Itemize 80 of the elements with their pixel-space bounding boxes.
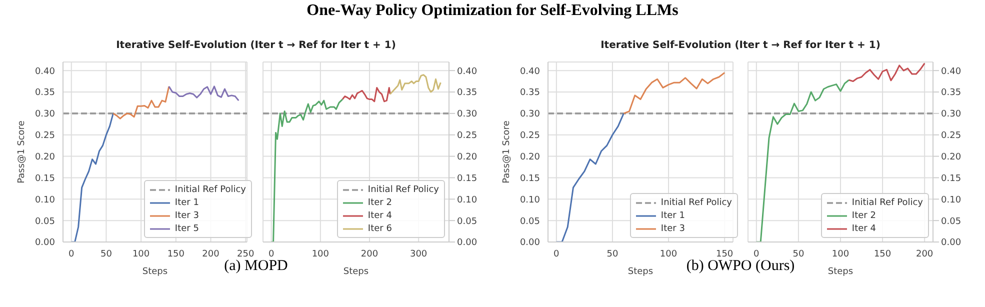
y-tick-label: 0.05 <box>520 216 540 227</box>
legend-label: Initial Ref Policy <box>660 198 732 208</box>
text: (b) OWPO (Ours) <box>686 258 795 274</box>
y2-tick-label: 0.20 <box>457 152 478 162</box>
legend-label: Iter 4 <box>852 224 876 234</box>
y-tick-label: 0.05 <box>34 216 55 227</box>
y-tick-label: 0.30 <box>34 110 56 120</box>
x-tick-label: 150 <box>167 249 185 260</box>
legend-label: Iter 6 <box>368 224 392 234</box>
x-tick-label: 0 <box>754 249 760 260</box>
legend-label: Iter 2 <box>368 198 392 208</box>
x-tick-label: 0 <box>268 249 274 260</box>
y2-tick-label: 0.00 <box>457 238 478 248</box>
legend-label: Iter 1 <box>174 198 199 208</box>
y-axis-title: Pass@1 Score <box>17 120 28 184</box>
x-tick-label: 50 <box>606 249 618 260</box>
legend-label: Iter 5 <box>174 224 199 234</box>
x-tick-label: 100 <box>132 249 150 260</box>
y2-tick-label: 0.25 <box>941 131 962 142</box>
x-tick-label: 100 <box>660 249 678 260</box>
y-tick-label: 0.15 <box>34 174 55 184</box>
text: One-Way Policy Optimization for Self-Evolving LLMs <box>306 2 680 20</box>
x-tick-label: 200 <box>360 249 378 260</box>
legend-label: Initial Ref Policy <box>852 198 923 208</box>
x-tick-label: 0 <box>68 249 74 260</box>
x-tick-label: 50 <box>792 249 804 260</box>
text: (a) MOPD <box>224 258 288 274</box>
x-axis-title: Steps <box>828 267 854 277</box>
x-tick-label: 150 <box>874 249 892 260</box>
x-axis-title: Steps <box>343 267 369 277</box>
x-tick-label: 250 <box>237 249 254 260</box>
y-tick-label: 0.00 <box>520 238 540 248</box>
y-tick-label: 0.25 <box>34 131 55 142</box>
y2-tick-label: 0.35 <box>941 88 962 98</box>
y-tick-label: 0.15 <box>520 174 540 184</box>
x-tick-label: 150 <box>716 249 734 260</box>
legend-label: Iter 2 <box>852 210 876 220</box>
legend-label: Initial Ref Policy <box>174 184 246 194</box>
y2-tick-label: 0.05 <box>941 216 962 227</box>
y2-tick-label: 0.20 <box>941 152 962 162</box>
x-tick-label: 100 <box>832 249 850 260</box>
legend-label: Iter 3 <box>174 210 199 220</box>
x-axis-title: Steps <box>628 267 654 277</box>
y2-tick-label: 0.10 <box>941 195 962 206</box>
y2-tick-label: 0.05 <box>457 216 478 227</box>
y-axis-title: Pass@1 Score <box>502 120 512 184</box>
x-tick-label: 50 <box>100 249 112 260</box>
legend-label: Iter 3 <box>660 224 685 234</box>
y-tick-label: 0.10 <box>520 195 540 206</box>
legend-label: Iter 4 <box>368 210 392 220</box>
x-tick-label: 0 <box>554 249 560 260</box>
y2-tick-label: 0.30 <box>457 110 478 120</box>
y2-tick-label: 0.25 <box>457 131 478 142</box>
x-tick-label: 100 <box>312 249 330 260</box>
y2-tick-label: 0.40 <box>457 66 478 77</box>
y2-tick-label: 0.40 <box>941 66 962 77</box>
y-tick-label: 0.20 <box>34 152 56 162</box>
y-tick-label: 0.25 <box>520 131 540 142</box>
y-tick-label: 0.00 <box>34 238 56 248</box>
y-tick-label: 0.35 <box>34 88 55 98</box>
y2-tick-label: 0.00 <box>941 238 962 248</box>
y-tick-label: 0.20 <box>520 152 540 162</box>
y-tick-label: 0.35 <box>520 88 540 98</box>
y-tick-label: 0.10 <box>34 195 56 206</box>
x-tick-label: 200 <box>202 249 220 260</box>
x-tick-label: 200 <box>916 249 934 260</box>
y2-tick-label: 0.15 <box>941 174 962 184</box>
y-tick-label: 0.30 <box>520 110 540 120</box>
chart-title: Iterative Self-Evolution (Iter t → Ref for Iter t + 1) <box>600 40 882 51</box>
y-tick-label: 0.40 <box>520 66 540 77</box>
x-tick-label: 300 <box>410 249 428 260</box>
legend-label: Initial Ref Policy <box>368 184 439 194</box>
y2-tick-label: 0.10 <box>457 195 478 206</box>
legend-label: Iter 1 <box>660 210 685 220</box>
y2-tick-label: 0.15 <box>457 174 478 184</box>
y2-tick-label: 0.30 <box>941 110 962 120</box>
x-axis-title: Steps <box>142 267 168 277</box>
y2-tick-label: 0.35 <box>457 88 478 98</box>
y-tick-label: 0.40 <box>34 66 56 77</box>
chart-title: Iterative Self-Evolution (Iter t → Ref for Iter t + 1) <box>115 40 397 51</box>
